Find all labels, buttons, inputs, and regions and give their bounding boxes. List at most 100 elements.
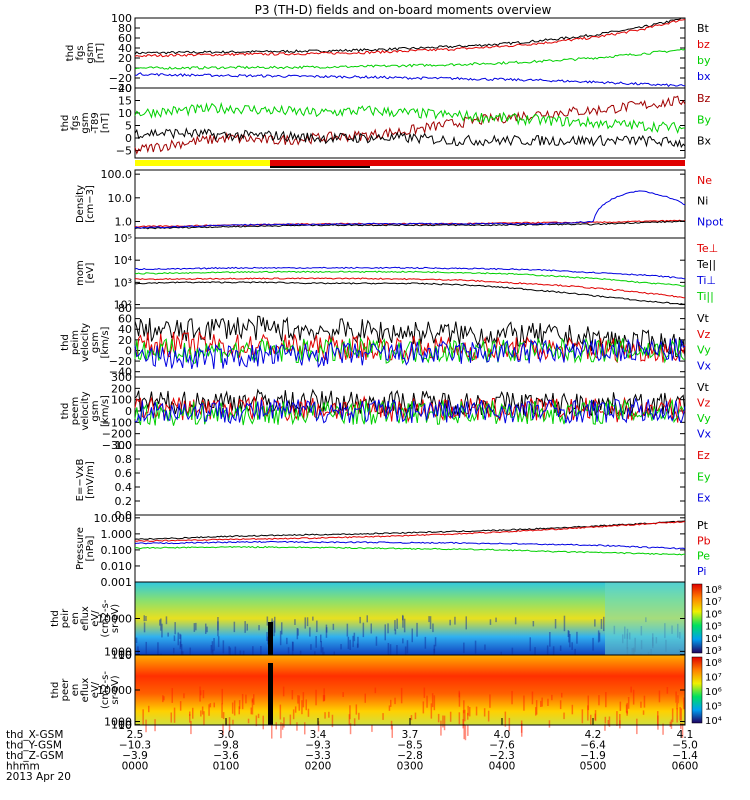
spectrogram-texture [458,712,461,725]
spectrogram-texture [467,705,469,716]
spectrogram-texture [346,623,349,637]
spectrogram-texture [145,616,147,621]
spectrogram-texture [309,627,311,637]
spectrogram-texture [643,695,646,708]
spectrogram-texture [262,715,264,730]
spectrogram-texture [294,619,296,625]
spectrogram-texture [549,632,551,647]
spectrogram-texture [474,640,477,654]
spectrogram-texture [173,647,175,654]
spectrogram-texture [607,720,609,726]
x-tick-label: 0600 [672,761,699,773]
series-line-Vx [134,338,686,370]
spectrogram-texture [301,700,303,715]
spectrogram-texture [428,616,430,623]
spectrogram-texture [511,647,514,655]
y-axis-label: fgs [70,115,81,130]
x-tick-label: −2.3 [489,750,515,762]
spectrogram-texture [356,643,359,649]
y-tick-label: 1.000 [101,528,133,541]
spectrogram-texture [626,711,628,716]
spectrogram-texture [183,693,185,699]
x-tick-label: 0400 [489,761,516,773]
spectrogram-texture [489,694,491,708]
spectrogram-texture [484,644,486,651]
series-line-Ti⊥ [134,266,686,280]
spectrogram-texture [394,620,396,631]
y-tick-label: 0 [125,62,132,75]
spectrogram-texture [467,712,469,720]
x-tick-label: 3.7 [402,729,419,741]
series-line-Pb [134,521,686,542]
spectrogram-texture [315,689,317,706]
spectrogram-texture [394,629,397,635]
spectrogram-texture [604,716,607,724]
spectrogram-texture [209,703,212,708]
spectrogram-texture [302,692,305,708]
spectrogram-texture [437,713,440,723]
spectrogram-texture [520,720,523,733]
spectrogram-texture [296,722,298,731]
legend-Npot: Npot [697,215,724,228]
x-tick-label: −1.9 [580,750,606,762]
legend-Ez: Ez [697,449,710,462]
x-tick-label: −10.3 [119,740,151,752]
spectrogram-texture [221,703,223,718]
y-tick-label: 10 [118,719,132,732]
y-axis-label: peir [60,608,71,628]
spectrogram-texture [203,711,205,726]
spectrogram-texture [366,615,368,623]
y-axis-label: gsm [85,42,96,63]
spectrogram-texture [430,703,433,719]
spectrogram-texture [389,644,392,660]
spectrogram-image [135,655,685,725]
spectrogram-texture [630,686,632,693]
spectrogram-texture [625,704,628,713]
colorbar-tick-label: 10⁴ [705,634,722,645]
spectrogram-texture [458,692,461,707]
spectrogram-texture [531,691,534,705]
legend-Vt: Vt [697,381,710,394]
spectrogram-texture [403,618,406,633]
spectrogram-texture [551,694,553,701]
spectrogram-texture [193,623,196,632]
colorbar-tick-label: 10⁷ [705,597,722,608]
y-tick-label: 80 [118,22,132,35]
spectrogram-texture [594,619,596,627]
spectrogram-texture [281,622,283,635]
y-axis-label: sr-eV) [110,675,121,704]
panel-8: 10.000 1.000 0.100 0.010 0.001 Pressure [nPa] P… [75,512,711,589]
panel-3: 100.0 10.0 1.0 Density [cm−3] Ne Ni Npot [75,168,724,239]
y-tick-label: 40 [118,323,132,336]
y-axis-label: mom [75,260,86,286]
panel-7: 1.00.80.60.40.20.0 E=−VxB [mV/m] Ez Ey Ex [75,439,711,522]
spectrogram-texture [232,719,234,725]
series-line-Vx [134,397,686,425]
spectrogram-texture [423,687,426,698]
spectrogram-texture [255,715,258,727]
spectrogram-texture [297,628,299,636]
y-tick-label: −300 [102,439,132,452]
y-tick-label: 100 [111,12,132,25]
spectrogram-texture [495,617,497,623]
legend-Bx: Bx [697,135,712,148]
y-axis-label: gsm [90,400,101,421]
y-axis-label: fgs [75,45,86,60]
series-line-Bx [134,127,686,149]
spectrogram-texture [619,714,621,726]
y-axis-label: [nPa] [85,535,96,561]
spectrogram-texture [592,637,594,651]
legend-Te||: Te|| [696,258,716,271]
spectrogram-texture [547,698,549,706]
spectrogram-texture [231,702,234,714]
spectrogram-texture [357,636,359,648]
series-line-Ti|| [134,270,686,287]
x-tick-label: 3.4 [310,729,327,741]
spectrogram-texture [148,705,150,713]
spectrogram-texture [559,645,562,651]
spectrogram-texture [165,616,168,625]
